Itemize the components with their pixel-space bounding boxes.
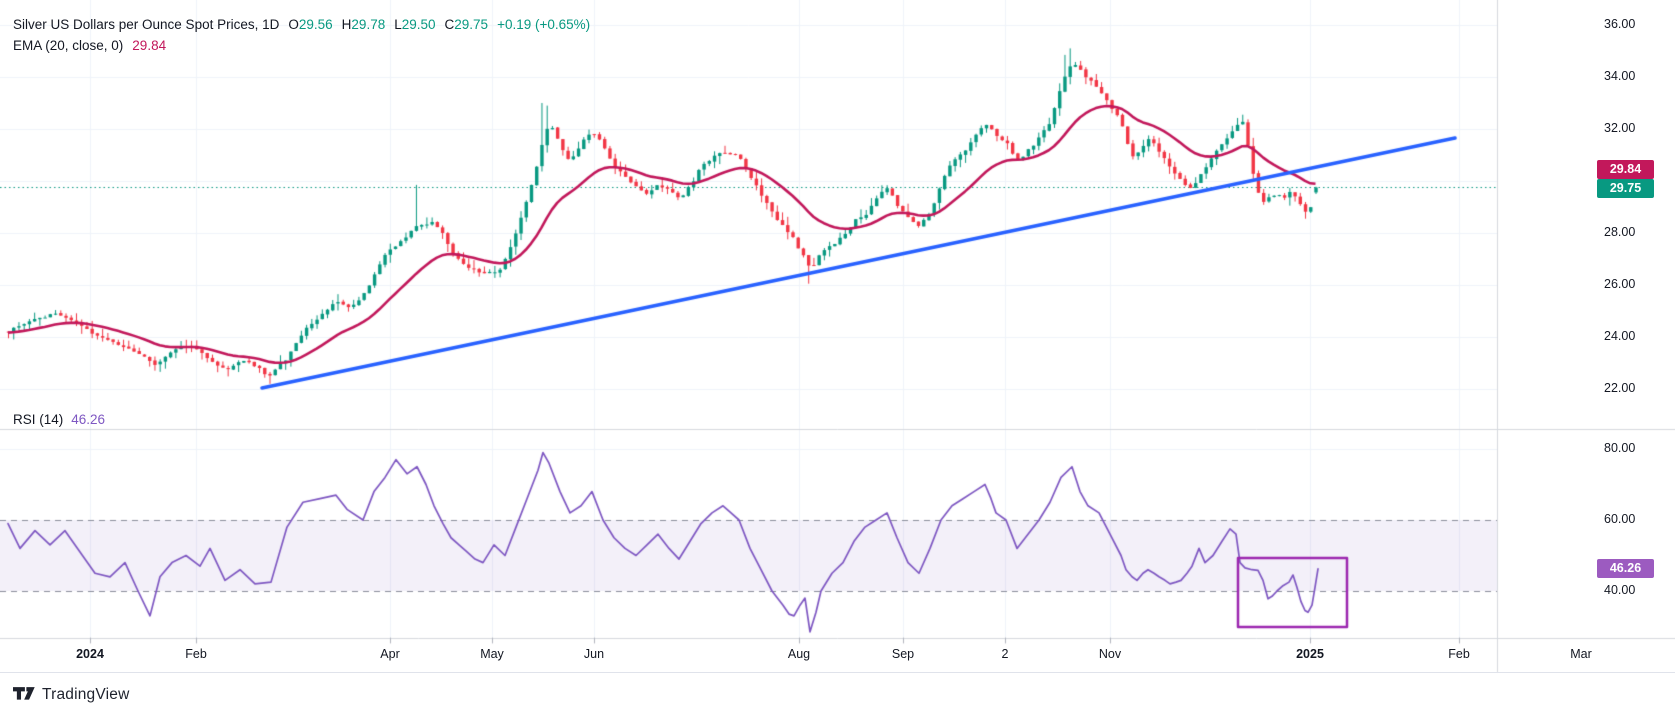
tradingview-logo[interactable]: TradingView [13, 686, 130, 704]
legend-main: Silver US Dollars per Ounce Spot Prices,… [13, 14, 590, 56]
symbol-title: Silver US Dollars per Ounce Spot Prices,… [13, 17, 280, 32]
time-axis-label: 2024 [76, 647, 104, 661]
price-axis-label: 26.00 [1604, 277, 1636, 291]
price-axis-label: 32.00 [1604, 121, 1636, 135]
footer-separator [0, 672, 1675, 673]
ema-legend-row[interactable]: EMA (20, close, 0) 29.84 [13, 35, 590, 56]
time-axis-label: Feb [185, 647, 207, 661]
rsi-indicator-value: 46.26 [71, 412, 106, 427]
tradingview-logo-text: TradingView [42, 686, 130, 703]
time-axis-label: Jun [583, 647, 605, 661]
time-axis-label: Aug [787, 647, 811, 661]
time-axis-label: Feb [1448, 647, 1470, 661]
rsi-axis-label: 40.00 [1604, 583, 1636, 597]
price-axis-label: 24.00 [1604, 329, 1636, 343]
time-axis-label: Mar [1570, 647, 1592, 661]
rsi-axis-label: 80.00 [1604, 441, 1636, 455]
open-label: O [288, 17, 299, 32]
time-axis-label: 2025 [1296, 647, 1324, 661]
ema-indicator-name: EMA (20, close, 0) [13, 38, 124, 53]
last-price-badge: 29.75 [1597, 179, 1654, 198]
price-axis-label: 36.00 [1604, 17, 1636, 31]
rsi-axis-label: 60.00 [1604, 512, 1636, 526]
time-axis-label: Nov [1098, 647, 1122, 661]
rsi-legend-row[interactable]: RSI (14) 46.26 [13, 412, 105, 427]
change-value: +0.19 (+0.65%) [497, 17, 591, 32]
low-label: L [394, 17, 402, 32]
tradingview-logo-icon [13, 686, 35, 700]
time-axis-label: Sep [891, 647, 915, 661]
price-axis-label: 22.00 [1604, 381, 1636, 395]
symbol-legend-row[interactable]: Silver US Dollars per Ounce Spot Prices,… [13, 14, 590, 35]
time-axis-label: May [480, 647, 504, 661]
rsi-value-badge: 46.26 [1597, 559, 1654, 578]
rsi-indicator-name: RSI (14) [13, 412, 64, 427]
time-axis-label: 2 [1001, 647, 1009, 661]
ema-price-badge: 29.84 [1597, 160, 1654, 179]
time-axis-label: Apr [380, 647, 400, 661]
close-value: 29.75 [454, 17, 489, 32]
high-label: H [341, 17, 352, 32]
high-value: 29.78 [351, 17, 386, 32]
price-axis-label: 34.00 [1604, 69, 1636, 83]
low-value: 29.50 [401, 17, 436, 32]
price-axis-label: 28.00 [1604, 225, 1636, 239]
ema-indicator-value: 29.84 [132, 38, 167, 53]
open-value: 29.56 [298, 17, 333, 32]
close-label: C [444, 17, 455, 32]
